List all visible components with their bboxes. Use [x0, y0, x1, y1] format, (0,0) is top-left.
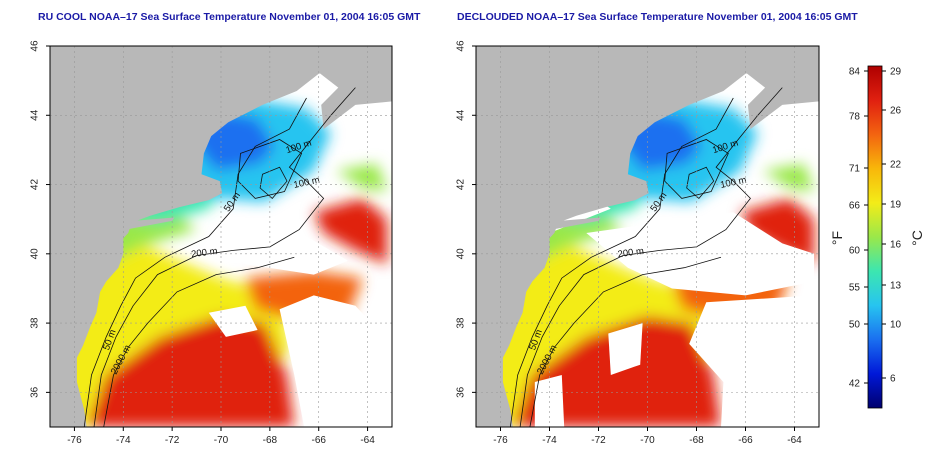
- fahrenheit-tick-label: 55: [849, 283, 861, 294]
- lon-tick-label: -70: [640, 435, 655, 446]
- fahrenheit-tick-label: 78: [849, 112, 861, 123]
- lat-tick-label: 42: [456, 179, 467, 191]
- land-mass: [476, 46, 819, 427]
- cloud-region: [208, 305, 258, 337]
- cloud-region: [689, 295, 815, 427]
- lat-tick-label: 46: [30, 40, 41, 52]
- contour-label: 100 m: [719, 175, 747, 191]
- celsius-tick-label: 10: [890, 320, 902, 331]
- lat-tick-label: 40: [30, 248, 41, 260]
- celsius-unit-label: °C: [909, 230, 925, 246]
- sst-patch: [740, 198, 815, 265]
- cloud-region: [279, 295, 388, 427]
- colorbar-gradient: [867, 65, 883, 409]
- contour-georges-50m: [259, 166, 288, 199]
- lon-tick-label: -76: [67, 435, 82, 446]
- celsius-tick-label: 13: [890, 281, 902, 292]
- lon-tick-label: -66: [738, 435, 753, 446]
- land-mass: [50, 46, 392, 427]
- sst-patch: [86, 316, 295, 427]
- contour-2000m: [103, 256, 295, 427]
- map-grid: [50, 46, 392, 427]
- long-island: [551, 217, 601, 230]
- sst-patch: [335, 163, 388, 192]
- celsius-tick-label: 29: [890, 67, 902, 78]
- lat-tick-label: 36: [456, 386, 467, 398]
- panel-title-declouded: DECLOUDED NOAA–17 Sea Surface Temperatur…: [457, 11, 858, 23]
- contour-label: 100 m: [293, 175, 321, 191]
- nova-scotia: [738, 56, 819, 130]
- fahrenheit-tick-label: 66: [849, 201, 861, 212]
- lat-tick-label: 38: [30, 317, 41, 329]
- celsius-tick-label: 26: [890, 106, 902, 117]
- temperature-colorbar: 84 78 71 66 60 55 50 42 29 26 22 19 16 13 10 6 °F °C: [829, 65, 925, 409]
- celsius-tick-label: 16: [890, 240, 902, 251]
- long-island: [125, 217, 175, 230]
- lat-tick-label: 44: [456, 109, 467, 121]
- lat-tick-label: 36: [30, 386, 41, 398]
- contour-georges-100m: [237, 139, 303, 199]
- lat-tick-label: 38: [456, 317, 467, 329]
- map-grid: [476, 46, 819, 427]
- sst-field: [50, 98, 388, 427]
- lat-tick-label: 40: [456, 248, 467, 260]
- lon-tick-label: -64: [360, 435, 375, 446]
- fahrenheit-tick-label: 42: [849, 379, 861, 390]
- celsius-tick-label: 19: [890, 200, 902, 211]
- lon-tick-label: -70: [214, 435, 229, 446]
- cloud-region: [608, 323, 643, 375]
- fahrenheit-tick-label: 84: [849, 67, 861, 78]
- lat-tick-label: 42: [30, 179, 41, 191]
- lon-tick-label: -74: [116, 435, 131, 446]
- contour-label: 200 m: [191, 246, 219, 261]
- celsius-tick-label: 6: [890, 374, 896, 385]
- fahrenheit-tick-label: 50: [849, 320, 861, 331]
- contour-2000m: [529, 256, 722, 427]
- lon-tick-label: -66: [311, 435, 326, 446]
- lat-tick-label: 44: [30, 109, 41, 121]
- fahrenheit-tick-label: 60: [849, 246, 861, 257]
- nova-scotia: [311, 56, 392, 130]
- lon-tick-label: -74: [542, 435, 557, 446]
- contour-label: 200 m: [617, 246, 645, 261]
- lon-tick-label: -68: [689, 435, 704, 446]
- celsius-tick-label: 22: [890, 160, 902, 171]
- fahrenheit-tick-label: 71: [849, 164, 861, 175]
- lon-tick-label: -68: [263, 435, 278, 446]
- lon-tick-label: -72: [591, 435, 606, 446]
- contour-georges-100m: [664, 139, 729, 199]
- lon-tick-label: -76: [493, 435, 508, 446]
- panel-title-raw: RU COOL NOAA–17 Sea Surface Temperature …: [38, 11, 421, 23]
- cloud-region: [208, 236, 348, 275]
- sst-patch: [313, 198, 388, 265]
- fahrenheit-unit-label: °F: [829, 231, 845, 245]
- contour-georges-50m: [686, 166, 715, 199]
- contour-50m: [83, 97, 307, 427]
- lon-tick-label: -72: [165, 435, 180, 446]
- contour-50m: [509, 97, 734, 427]
- lat-tick-label: 46: [456, 40, 467, 52]
- cloud-mask: [208, 236, 388, 427]
- lon-tick-label: -64: [787, 435, 802, 446]
